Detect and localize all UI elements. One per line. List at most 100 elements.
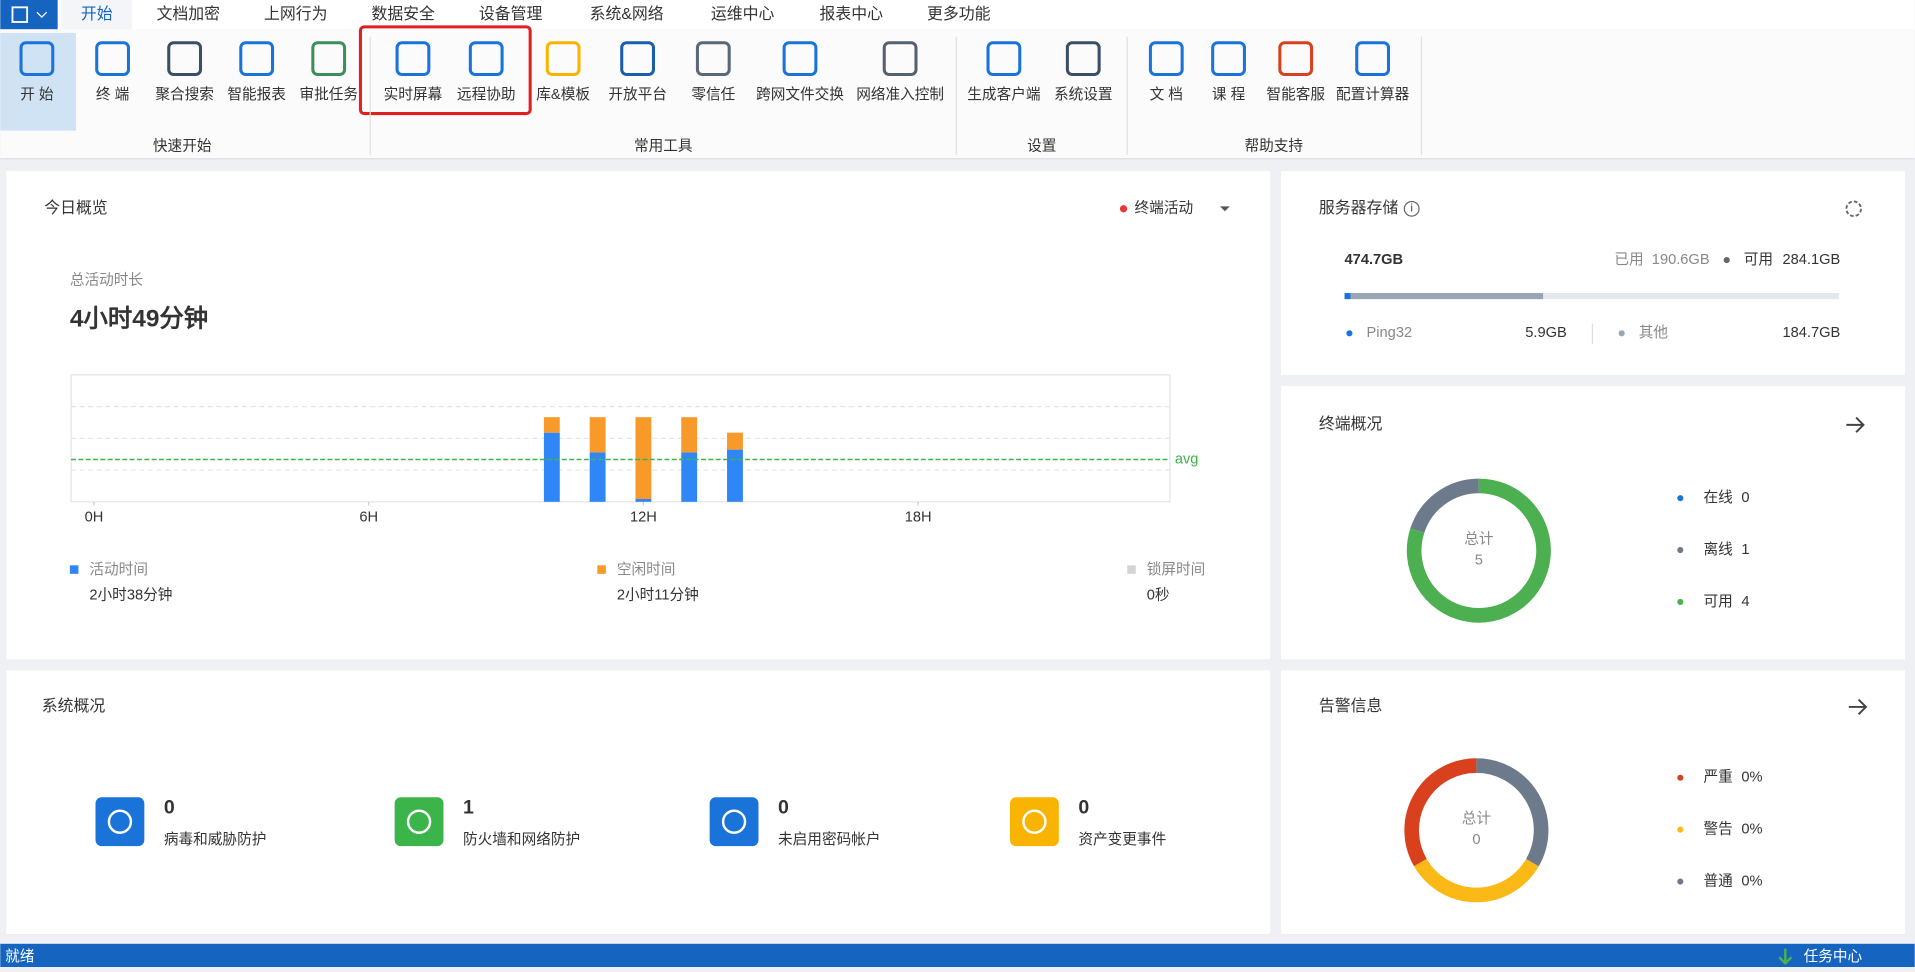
ribbon-button[interactable]: 网络准入控制 [856, 86, 944, 103]
ribbon-button[interactable]: 聚合搜索 [155, 86, 214, 103]
legend-dot [1677, 598, 1684, 605]
system-icon[interactable] [1010, 797, 1059, 847]
bar-segment [635, 498, 652, 502]
ribbon-button[interactable]: 零信任 [691, 86, 735, 103]
ribbon-button[interactable]: 实时屏幕 [384, 86, 443, 103]
legend-value: 0% [1741, 822, 1762, 838]
storage-total: 474.7GB [1345, 252, 1404, 268]
menu-tab[interactable]: 报表中心 [820, 5, 884, 23]
more-arrow[interactable] [1846, 416, 1865, 433]
ribbon-button[interactable]: 系统设置 [1054, 86, 1113, 103]
filter-select[interactable]: 终端活动 [1135, 200, 1194, 217]
ribbon-button[interactable]: 审批任务 [299, 86, 358, 103]
system-value: 0 [778, 796, 789, 818]
ribbon-icon[interactable] [986, 41, 1022, 77]
free-value: 284.1GB [1782, 252, 1840, 268]
system-icon[interactable] [394, 797, 444, 847]
app-menu-button[interactable] [0, 0, 58, 30]
x-tick-label: 0H [85, 510, 104, 526]
ribbon-button[interactable]: 智能报表 [227, 85, 286, 103]
donut-segment [1410, 478, 1480, 534]
legend-value: 4 [1741, 594, 1749, 610]
menu-tab[interactable]: 设备管理 [479, 5, 543, 23]
x-tick-label: 12H [630, 510, 657, 526]
system-value: 0 [164, 796, 175, 818]
legend-swatch [597, 565, 606, 574]
ribbon-icon[interactable] [620, 41, 656, 77]
ribbon-icon[interactable] [1355, 41, 1391, 77]
donut-segment [1476, 758, 1549, 867]
ribbon-icon[interactable] [468, 41, 504, 77]
legend-label: 锁屏时间 [1147, 561, 1206, 578]
legend-swatch [69, 565, 79, 574]
menu-tab[interactable]: 文档加密 [157, 5, 221, 23]
ribbon-icon[interactable] [882, 41, 918, 77]
menu-tab[interactable]: 上网行为 [264, 5, 327, 23]
x-tick-label: 18H [905, 510, 932, 526]
ribbon-icon[interactable] [1065, 41, 1101, 77]
info-icon[interactable] [1403, 200, 1420, 217]
storage-track [1344, 293, 1840, 300]
ribbon-icon[interactable] [695, 41, 731, 77]
donut-center-label: 总计 [1462, 810, 1492, 827]
bar-segment [589, 417, 606, 453]
ribbon-button[interactable]: 智能客服 [1266, 85, 1325, 103]
donut-segment [1404, 758, 1477, 867]
menu-tab[interactable]: 运维中心 [711, 5, 775, 23]
settings-icon[interactable] [1845, 200, 1862, 218]
filter-caret[interactable] [1220, 206, 1230, 212]
start-button-highlight [0, 32, 76, 131]
ribbon-group-label: 常用工具 [634, 137, 693, 154]
legend-swatch [1127, 565, 1136, 574]
panel-title: 终端概况 [1319, 415, 1383, 433]
ribbon-icon[interactable] [19, 41, 55, 77]
ribbon-button[interactable]: 库&模板 [536, 85, 590, 103]
menu-tab[interactable]: 更多功能 [927, 5, 991, 23]
ribbon-icon[interactable] [1148, 41, 1184, 77]
ribbon-icon[interactable] [395, 41, 431, 77]
alerts-panel [1281, 670, 1905, 935]
ribbon-icon[interactable] [1211, 41, 1246, 77]
menu-tab[interactable]: 数据安全 [371, 5, 435, 23]
ribbon-group-label: 设置 [1027, 137, 1056, 154]
menu-tab[interactable]: 系统&网络 [590, 4, 664, 23]
system-icon-glyph [406, 809, 432, 834]
system-label: 资产变更事件 [1078, 831, 1166, 848]
legend-label: 警告 [1704, 821, 1733, 838]
legend-dot [1677, 546, 1684, 554]
system-label: 未启用密码帐户 [778, 831, 880, 848]
ribbon-icon[interactable] [95, 41, 130, 77]
ribbon-group-label: 快速开始 [153, 137, 212, 154]
panel-title: 今日概览 [44, 199, 107, 217]
legend-label: 离线 [1704, 541, 1734, 558]
ribbon-button[interactable]: 开 始 [20, 86, 54, 103]
system-icon[interactable] [709, 797, 759, 847]
legend-dot [1677, 878, 1684, 885]
ribbon-button[interactable]: 生成客户端 [967, 86, 1040, 103]
ribbon-button[interactable]: 课 程 [1212, 86, 1246, 103]
task-icon[interactable] [1778, 948, 1793, 966]
ribbon-icon[interactable] [1278, 41, 1314, 77]
donut-segment [1406, 478, 1551, 623]
system-icon[interactable] [95, 797, 145, 847]
ribbon-icon[interactable] [545, 41, 581, 77]
system-panel [6, 670, 1271, 935]
more-arrow[interactable] [1848, 698, 1868, 715]
donut-segment [1414, 858, 1539, 903]
task-center[interactable]: 任务中心 [1804, 948, 1863, 965]
ribbon-button[interactable]: 开放平台 [608, 86, 667, 103]
ribbon-button[interactable]: 远程协助 [457, 86, 516, 103]
bar-segment [727, 432, 743, 450]
ribbon-icon[interactable] [239, 41, 275, 77]
ribbon-button[interactable]: 配置计算器 [1336, 86, 1410, 103]
ribbon-icon[interactable] [782, 41, 818, 77]
storage-segment [1344, 293, 1351, 300]
ribbon-button[interactable]: 文 档 [1150, 86, 1183, 103]
ribbon-icon[interactable] [311, 41, 347, 77]
ribbon-button[interactable]: 跨网文件交换 [756, 85, 844, 103]
menu-tab[interactable]: 开始 [81, 5, 113, 23]
ribbon-icon[interactable] [167, 41, 203, 77]
ribbon-button[interactable]: 终 端 [96, 86, 129, 103]
overview-panel [6, 170, 1271, 660]
